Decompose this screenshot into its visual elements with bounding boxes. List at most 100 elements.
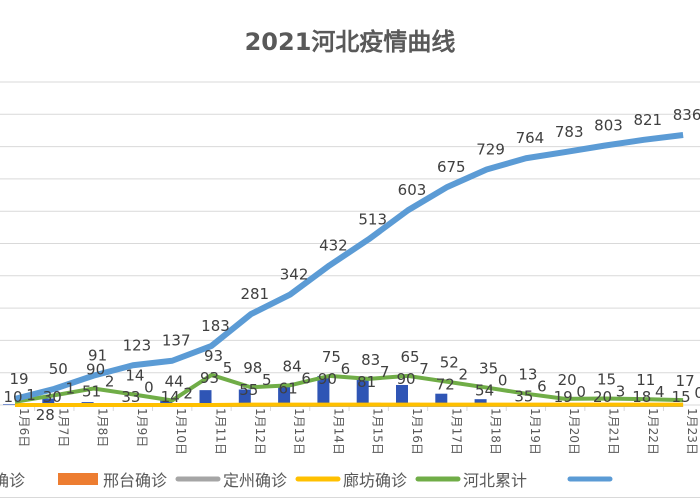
x-tick-label: 1月6日 bbox=[17, 408, 31, 447]
x-tick-label: 1月8日 bbox=[96, 408, 110, 447]
data-label-xingtai: 5 bbox=[223, 359, 233, 377]
data-label-cumulative: 513 bbox=[358, 210, 387, 228]
data-label-hebei: 72 bbox=[436, 376, 455, 394]
line-series-4 bbox=[14, 372, 684, 404]
data-label-upper: 90 bbox=[86, 361, 105, 379]
data-label-xingtai: 1 bbox=[66, 379, 76, 397]
data-label-upper: 17 bbox=[676, 372, 695, 390]
x-tick-label: 1月13日 bbox=[292, 408, 306, 455]
data-label-cumulative: 183 bbox=[201, 317, 230, 335]
data-label-cumulative: 764 bbox=[516, 129, 545, 147]
data-label-xingtai: 7 bbox=[380, 363, 390, 381]
bar-shijiazhuang bbox=[278, 385, 291, 405]
bar-shijiazhuang bbox=[238, 389, 251, 405]
data-label-xingtai: 6 bbox=[301, 369, 311, 387]
data-label-hebei: 61 bbox=[279, 379, 298, 397]
data-label-xingtai: 2 bbox=[183, 384, 193, 402]
bar-shijiazhuang bbox=[435, 393, 448, 405]
data-label-upper: 14 bbox=[125, 366, 144, 384]
data-label-hebei: 10 bbox=[3, 388, 22, 406]
bar-shijiazhuang bbox=[317, 375, 330, 405]
bar-shijiazhuang bbox=[42, 398, 55, 405]
data-label-hebei: 30 bbox=[43, 388, 62, 406]
x-tick-label: 1月11日 bbox=[214, 408, 228, 455]
bar-shijiazhuang bbox=[160, 400, 173, 405]
x-tick-label: 1月21日 bbox=[607, 408, 621, 455]
data-label-cumulative: 783 bbox=[555, 123, 584, 141]
data-label-xingtai: 2 bbox=[105, 373, 115, 391]
data-label-xingtai: 0 bbox=[694, 384, 700, 402]
data-label-cumulative: 91 bbox=[88, 347, 107, 365]
data-label-upper: 52 bbox=[440, 354, 459, 372]
data-label-cumulative: 281 bbox=[240, 285, 269, 303]
data-label-hebei: 14 bbox=[161, 388, 180, 406]
x-tick-label: 1月7日 bbox=[56, 408, 70, 447]
data-label-upper: 98 bbox=[243, 359, 262, 377]
data-label-cumulative: 137 bbox=[162, 332, 191, 350]
legend-label: 河北累计 bbox=[463, 471, 527, 490]
legend-swatch bbox=[58, 473, 98, 485]
data-label-cumulative: 821 bbox=[633, 111, 662, 129]
data-label-hebei: 55 bbox=[239, 381, 258, 399]
x-tick-label: 1月9日 bbox=[135, 408, 149, 447]
data-label-xingtai: 7 bbox=[419, 360, 429, 378]
x-tick-label: 1月22日 bbox=[646, 408, 660, 455]
legend-label: 邢台确诊 bbox=[103, 471, 167, 490]
data-label-xingtai: 0 bbox=[498, 372, 508, 390]
chart-title: 2021河北疫情曲线 bbox=[244, 28, 456, 56]
bar-shijiazhuang bbox=[396, 384, 408, 405]
legend-label: 定州确诊 bbox=[223, 471, 287, 490]
x-tick-label: 1月12日 bbox=[253, 408, 267, 455]
data-label-upper: 93 bbox=[204, 347, 223, 365]
data-label-cumulative: 675 bbox=[437, 158, 466, 176]
data-label-hebei: 93 bbox=[200, 369, 219, 387]
data-label-xingtai: 4 bbox=[655, 383, 665, 401]
data-label-upper: 65 bbox=[400, 348, 419, 366]
x-tick-label: 1月20日 bbox=[567, 408, 581, 455]
data-label-hebei: 33 bbox=[121, 388, 140, 406]
data-label-cumulative: 123 bbox=[123, 336, 152, 354]
legend-label: 石家庄确诊 bbox=[0, 471, 25, 490]
data-label-upper: 20 bbox=[558, 371, 577, 389]
bar-shijiazhuang bbox=[474, 399, 487, 405]
legend-label: 廊坊确诊 bbox=[343, 471, 407, 490]
bar-shijiazhuang bbox=[356, 378, 369, 405]
data-label-xingtai: 1 bbox=[26, 386, 36, 404]
data-label-hebei: 90 bbox=[318, 370, 337, 388]
x-tick-label: 1月17日 bbox=[449, 408, 463, 455]
data-label-upper: 13 bbox=[518, 366, 537, 384]
data-label-cumulative: 19 bbox=[9, 370, 28, 388]
data-label-xingtai: 0 bbox=[144, 378, 154, 396]
line-series-5 bbox=[14, 131, 684, 402]
x-tick-label: 1月16日 bbox=[410, 408, 424, 455]
data-label-hebei: 19 bbox=[554, 388, 573, 406]
data-label-upper: 15 bbox=[597, 371, 616, 389]
data-label-upper: 84 bbox=[283, 357, 302, 375]
bar-shijiazhuang bbox=[199, 390, 212, 405]
data-label-xingtai: 5 bbox=[262, 371, 272, 389]
x-tick-label: 1月19日 bbox=[528, 408, 542, 455]
data-label-cumulative: 432 bbox=[319, 236, 348, 254]
bar-shijiazhuang bbox=[3, 404, 15, 405]
x-tick-label: 1月10日 bbox=[174, 408, 188, 455]
data-label-xingtai: 3 bbox=[616, 383, 626, 401]
data-label-upper: 11 bbox=[636, 371, 655, 389]
data-label-hebei: 35 bbox=[514, 388, 533, 406]
data-label-cumulative: 603 bbox=[398, 181, 427, 199]
data-label-xingtai: 2 bbox=[459, 366, 469, 384]
data-label-shijiazhuang: 28 bbox=[36, 406, 55, 424]
data-label-hebei: 15 bbox=[672, 388, 691, 406]
data-label-xingtai: 0 bbox=[576, 383, 586, 401]
x-tick-label: 1月15日 bbox=[371, 408, 385, 455]
x-tick-label: 1月18日 bbox=[489, 408, 503, 455]
data-label-upper: 75 bbox=[322, 348, 341, 366]
data-label-cumulative: 836 bbox=[673, 106, 700, 124]
chart-border bbox=[0, 497, 700, 498]
data-label-cumulative: 50 bbox=[49, 360, 68, 378]
data-label-hebei: 20 bbox=[593, 388, 612, 406]
x-tick-label: 1月14日 bbox=[331, 408, 345, 455]
data-label-hebei: 51 bbox=[82, 383, 101, 401]
data-label-cumulative: 342 bbox=[280, 266, 309, 284]
